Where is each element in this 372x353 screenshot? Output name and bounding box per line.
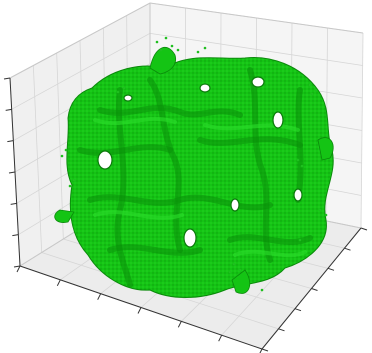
- fragment-dot: [314, 88, 318, 92]
- surface-highlight: [233, 249, 307, 258]
- fragment-dot: [298, 238, 302, 242]
- z-axis-tick: [5, 108, 12, 111]
- y-axis-tick: [344, 247, 351, 251]
- surface-highlight: [203, 123, 300, 132]
- x-axis-tick: [56, 279, 61, 287]
- z-axis-tick: [10, 202, 17, 205]
- surface-lobe: [317, 137, 334, 161]
- surface-lobe: [54, 209, 75, 223]
- fragment-dot: [310, 92, 314, 96]
- fragment-dot: [159, 48, 163, 52]
- fragment-dot: [176, 48, 180, 52]
- fragment-dot: [155, 40, 159, 44]
- fragment-dot: [68, 184, 72, 188]
- surface-fold: [77, 144, 173, 156]
- surface-lobe: [231, 269, 251, 294]
- z-axis-tick: [8, 171, 16, 174]
- fragment-dot: [64, 148, 68, 152]
- x-grid-line: [32, 65, 43, 253]
- surface-fold: [227, 234, 313, 245]
- z-axis-tick: [12, 234, 19, 237]
- surface-highlight: [93, 116, 177, 126]
- x-axis-tick: [97, 293, 102, 300]
- x-axis-tick: [259, 348, 263, 353]
- fragment-dot: [164, 36, 168, 40]
- fragment-dot: [232, 262, 236, 266]
- surface-fold: [147, 77, 183, 253]
- surface-shading: [77, 67, 313, 288]
- fragment-dot: [203, 46, 207, 50]
- scattered-fragments: [60, 36, 328, 292]
- fragment-dot: [122, 86, 126, 90]
- surface-fold: [295, 87, 304, 203]
- z-axis-tick: [7, 140, 14, 143]
- y-axis-tick: [311, 288, 318, 291]
- y-axis-tick: [278, 328, 285, 332]
- surface-highlight: [93, 210, 184, 220]
- z-axis-tick: [13, 265, 21, 268]
- fragment-dot: [170, 44, 174, 48]
- surface-fold: [197, 136, 303, 148]
- fragment-dot: [238, 268, 242, 272]
- surface-fold: [97, 105, 243, 118]
- fragment-dot: [308, 83, 312, 87]
- fragment-dot: [318, 208, 322, 212]
- x-axis-tick: [177, 321, 182, 328]
- fragment-dot: [228, 270, 232, 274]
- fragment-dot: [260, 288, 264, 292]
- y-axis-tick: [360, 227, 368, 231]
- fragment-dot: [72, 178, 76, 182]
- surface-holes: [97, 76, 303, 248]
- z-axis-tick: [3, 77, 11, 80]
- fragment-dot: [60, 154, 64, 158]
- fragment-dot: [324, 213, 328, 217]
- y-axis-tick: [327, 267, 335, 271]
- y-grid-line: [360, 32, 364, 229]
- y-axis-tick: [294, 308, 302, 312]
- axis-ticks: [3, 77, 368, 353]
- x-grid-line: [56, 52, 64, 240]
- x-axis-tick: [16, 265, 21, 273]
- x-axis-tick: [218, 334, 223, 342]
- surface-fold: [247, 67, 273, 263]
- isosurface-body: [54, 46, 334, 298]
- surface-lobe: [149, 46, 177, 75]
- fragment-dot: [116, 90, 120, 94]
- y-axis-tick: [261, 348, 269, 352]
- x-axis-tick: [137, 307, 142, 314]
- fragment-dot: [300, 164, 304, 168]
- fragment-dot: [296, 158, 300, 162]
- fragment-dot: [196, 50, 200, 54]
